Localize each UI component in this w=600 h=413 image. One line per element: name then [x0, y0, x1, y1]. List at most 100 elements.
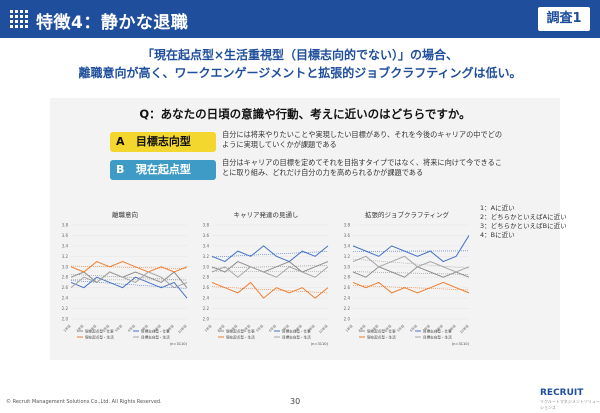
y-tick-label: 2.8 [344, 275, 351, 280]
x-tick-label: 6年目 [267, 323, 277, 333]
trend-line [211, 251, 329, 258]
chart-title: キャリア発達の見通し [233, 211, 299, 219]
scale-legend-item: 3：どちらかといえばBに近い [480, 222, 567, 230]
series-line [70, 276, 188, 299]
option-b: B 現在起点型 自分はキャリアの目標を定めてそれを目指すタイプではなく、将来に向… [110, 158, 502, 180]
option-a-name: 目標志向型 [135, 135, 191, 148]
x-tick-label: 3年目 [370, 323, 380, 333]
series-line [211, 245, 329, 263]
lead-text: 「現在起点型×生活重視型（目標志向的でない）」の場合、 離職意向が高く、ワークエ… [0, 46, 600, 82]
y-tick-label: 3.2 [203, 254, 210, 259]
x-tick-label: 1年目 [62, 323, 72, 333]
y-tick-label: 2.6 [203, 285, 210, 290]
x-tick-label: 8年目 [434, 323, 444, 333]
n-label: (n=3110) [452, 342, 470, 346]
chart-title: 拡張的ジョブクラフティング [364, 211, 450, 219]
x-tick-label: 2年目 [216, 323, 226, 333]
legend-label: 現在起点型・生活 [85, 335, 114, 340]
lead-line-2: 離職意向が高く、ワークエンゲージメントと拡張的ジョブクラフティングは低い。 [78, 66, 522, 80]
option-a: A 目標志向型 自分には将来やりたいことや実現したい目標があり、それを今後のキャ… [110, 130, 502, 152]
trend-line [211, 286, 329, 294]
chart-svg: 2.0 2.2 2.4 2.6 2.8 3.0 3.2 3.4 3.6 3.8 1年目 2年目 3年目 4… [62, 223, 188, 347]
chart-title: 離職意向 [112, 211, 138, 219]
y-tick-label: 2.8 [62, 275, 69, 280]
x-tick-label: 8年目 [293, 323, 303, 333]
chart-job-crafting: 拡張的ジョブクラフティング 2.0 2.2 2.4 2.6 2.8 3.0 3.2 3.4 3.… [337, 207, 477, 347]
option-b-desc: 自分はキャリアの目標を定めてそれを目指すタイプではなく、将来に向けて今できること… [222, 158, 502, 177]
legend-label: 現在起点型・仕事 [226, 329, 255, 334]
n-label: (n=3110) [311, 342, 329, 346]
chart-svg: 2.0 2.2 2.4 2.6 2.8 3.0 3.2 3.4 3.6 3.8 1年目 2年目 3年目 4… [203, 223, 329, 347]
x-tick-label: 10年目 [177, 323, 188, 334]
y-tick-label: 2.6 [62, 285, 69, 290]
y-tick-label: 3.4 [344, 243, 351, 248]
trend-line [70, 265, 188, 269]
x-tick-label: 6年目 [126, 323, 136, 333]
x-tick-label: 10年目 [459, 323, 470, 334]
copyright: © Recruit Management Solutions Co.,Ltd. … [6, 399, 162, 405]
chart-svg: 2.0 2.2 2.4 2.6 2.8 3.0 3.2 3.4 3.6 3.8 1年目 2年目 3年目 4… [344, 223, 470, 347]
x-tick-label: 3年目 [229, 323, 239, 333]
x-tick-label: 1年目 [203, 323, 213, 333]
series-line [352, 255, 470, 273]
x-tick-label: 8年目 [152, 323, 162, 333]
trend-line [352, 250, 470, 252]
chart-career: キャリア発達の見通し 2.0 2.2 2.4 2.6 2.8 3.0 3.2 3.4 3.6 3.… [196, 207, 336, 347]
header-bar: 特徴4：静かな退職 調査1 [0, 0, 600, 38]
y-tick-label: 3.8 [62, 223, 69, 228]
trend-line [70, 280, 188, 289]
y-tick-label: 3.8 [344, 223, 351, 228]
y-tick-label: 3.0 [62, 264, 69, 269]
legend-label: 現在起点型・生活 [226, 335, 255, 340]
series-line [70, 271, 188, 288]
survey-badge: 調査1 [538, 7, 590, 31]
x-tick-label: 9年目 [447, 323, 457, 333]
x-tick-label: 5年目 [255, 323, 265, 333]
scale-legend: 1：Aに近い 2：どちらかといえばAに近い 3：どちらかといえばBに近い 4：B… [480, 204, 567, 240]
y-tick-label: 3.2 [62, 254, 69, 259]
legend-label: 目標志向型・生活 [141, 335, 170, 340]
y-tick-label: 3.6 [203, 233, 210, 238]
y-tick-label: 2.0 [344, 317, 351, 322]
chart-turnover: 離職意向 2.0 2.2 2.4 2.6 2.8 3.0 3.2 3.4 3.6 3.8 1年目 2年… [55, 207, 195, 347]
y-tick-label: 2.6 [344, 285, 351, 290]
y-tick-label: 2.0 [203, 317, 210, 322]
series-line [211, 260, 329, 273]
content-panel: Q：あなたの日頃の意識や行動、考えに近いのはどちらですか。 A 目標志向型 自分… [50, 98, 560, 360]
y-tick-label: 2.4 [62, 296, 69, 301]
trend-line [352, 271, 470, 275]
x-tick-label: 7年目 [280, 323, 290, 333]
series-line [352, 235, 470, 263]
series-line [70, 260, 188, 273]
y-tick-label: 2.2 [344, 306, 351, 311]
x-tick-label: 1年目 [344, 323, 354, 333]
scale-legend-item: 1：Aに近い [480, 204, 515, 212]
legend-label: 現在起点型・仕事 [85, 329, 114, 334]
x-tick-label: 5年目 [114, 323, 124, 333]
y-tick-label: 3.4 [62, 243, 69, 248]
legend-label: 目標志向型・仕事 [282, 329, 311, 334]
x-tick-label: 2年目 [357, 323, 367, 333]
legend-label: 目標志向型・生活 [423, 335, 452, 340]
recruit-logo: RECRUIT [540, 388, 584, 398]
series-line [211, 266, 329, 278]
y-tick-label: 2.4 [344, 296, 351, 301]
lead-line-1: 「現在起点型×生活重視型（目標志向的でない）」の場合、 [141, 48, 459, 62]
series-line [352, 281, 470, 294]
question-text: Q：あなたの日頃の意識や行動、考えに近いのはどちらですか。 [139, 107, 471, 121]
y-tick-label: 3.6 [344, 233, 351, 238]
x-tick-label: 7年目 [421, 323, 431, 333]
y-tick-label: 2.4 [203, 296, 210, 301]
legend-label: 目標志向型・生活 [282, 335, 311, 340]
trend-line [352, 285, 470, 291]
y-tick-label: 3.0 [203, 264, 210, 269]
legend-label: 目標志向型・仕事 [423, 329, 452, 334]
trend-line [70, 274, 188, 281]
series-line [211, 281, 329, 299]
x-tick-label: 10年目 [318, 323, 329, 334]
y-tick-label: 3.4 [203, 243, 210, 248]
option-b-letter: B [116, 163, 125, 176]
option-b-label: B 現在起点型 [110, 160, 216, 180]
y-tick-label: 2.8 [203, 275, 210, 280]
x-tick-label: 7年目 [139, 323, 149, 333]
